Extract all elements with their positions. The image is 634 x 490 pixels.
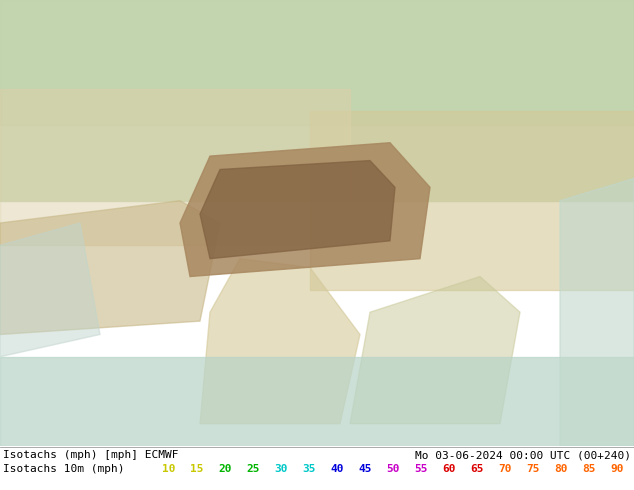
Text: 65: 65 — [470, 464, 484, 474]
Text: Mo 03-06-2024 00:00 UTC (00+240): Mo 03-06-2024 00:00 UTC (00+240) — [415, 450, 631, 460]
Text: Isotachs 10m (mph): Isotachs 10m (mph) — [3, 464, 124, 474]
Polygon shape — [200, 259, 360, 424]
Text: 15: 15 — [190, 464, 204, 474]
Text: 30: 30 — [275, 464, 288, 474]
Polygon shape — [560, 178, 634, 446]
Text: Isotachs (mph) [mph] ECMWF: Isotachs (mph) [mph] ECMWF — [3, 450, 179, 460]
Text: 60: 60 — [443, 464, 456, 474]
Polygon shape — [0, 357, 634, 446]
Polygon shape — [0, 201, 220, 335]
Polygon shape — [0, 0, 634, 201]
Text: 50: 50 — [386, 464, 400, 474]
Text: 75: 75 — [526, 464, 540, 474]
Text: 80: 80 — [554, 464, 568, 474]
Text: 20: 20 — [218, 464, 232, 474]
Text: 55: 55 — [414, 464, 428, 474]
Text: 45: 45 — [358, 464, 372, 474]
Polygon shape — [350, 276, 520, 424]
Text: 35: 35 — [302, 464, 316, 474]
Text: 25: 25 — [246, 464, 260, 474]
Text: 90: 90 — [611, 464, 624, 474]
Polygon shape — [0, 223, 100, 357]
Text: 85: 85 — [582, 464, 596, 474]
Polygon shape — [310, 112, 634, 290]
Polygon shape — [200, 161, 395, 259]
Text: 70: 70 — [498, 464, 512, 474]
Polygon shape — [0, 89, 350, 245]
Polygon shape — [180, 143, 430, 276]
Text: 40: 40 — [330, 464, 344, 474]
Text: 10: 10 — [162, 464, 176, 474]
